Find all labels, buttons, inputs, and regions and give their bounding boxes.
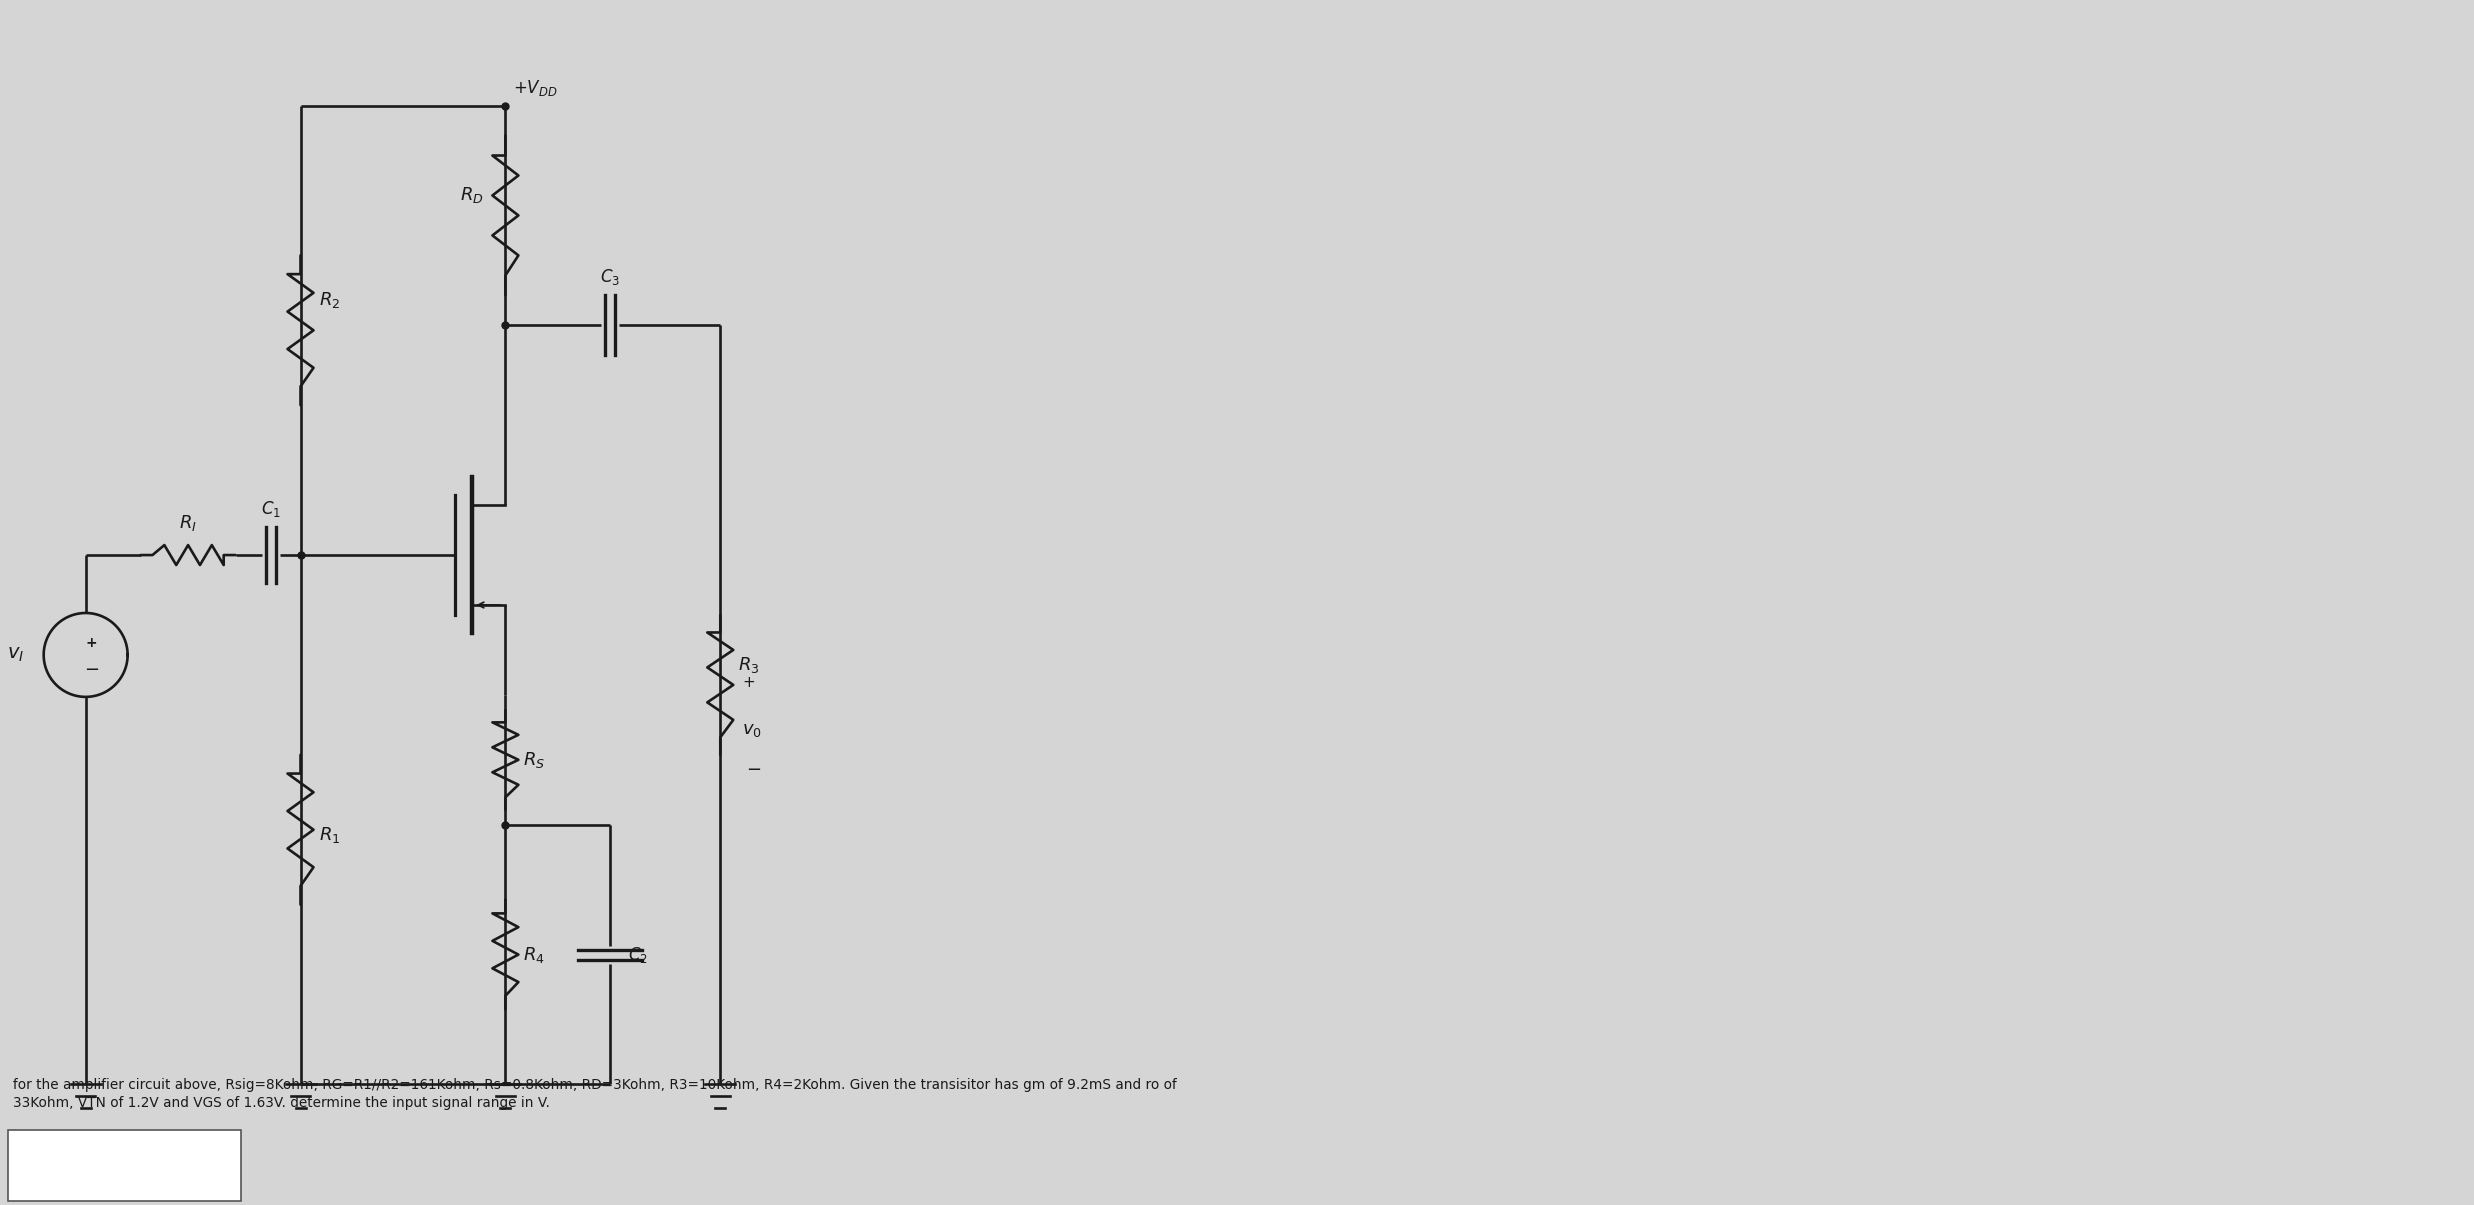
Text: −: −: [84, 660, 99, 678]
Text: for the amplifier circuit above, Rsig=8Kohm, RG=R1//R2=161Kohm, Rs=0.8Kohm, RD=3: for the amplifier circuit above, Rsig=8K…: [12, 1078, 1178, 1110]
Text: $v_0$: $v_0$: [742, 721, 762, 739]
Text: +: +: [87, 636, 96, 649]
FancyBboxPatch shape: [7, 1129, 240, 1200]
Text: +: +: [742, 676, 755, 690]
Text: $C_1$: $C_1$: [260, 499, 280, 519]
Text: $R_2$: $R_2$: [319, 290, 339, 311]
Text: −: −: [747, 760, 762, 778]
Text: $C_3$: $C_3$: [601, 268, 621, 287]
Text: $R_S$: $R_S$: [524, 750, 547, 770]
Text: $R_1$: $R_1$: [319, 824, 339, 845]
Text: $R_D$: $R_D$: [460, 186, 482, 206]
Text: $C_2$: $C_2$: [628, 945, 648, 964]
Text: $R_3$: $R_3$: [737, 656, 760, 675]
Text: $R_4$: $R_4$: [524, 945, 544, 964]
Text: $+V_{DD}$: $+V_{DD}$: [515, 77, 559, 98]
Text: $v_I$: $v_I$: [7, 646, 25, 664]
Text: $R_I$: $R_I$: [178, 513, 198, 533]
